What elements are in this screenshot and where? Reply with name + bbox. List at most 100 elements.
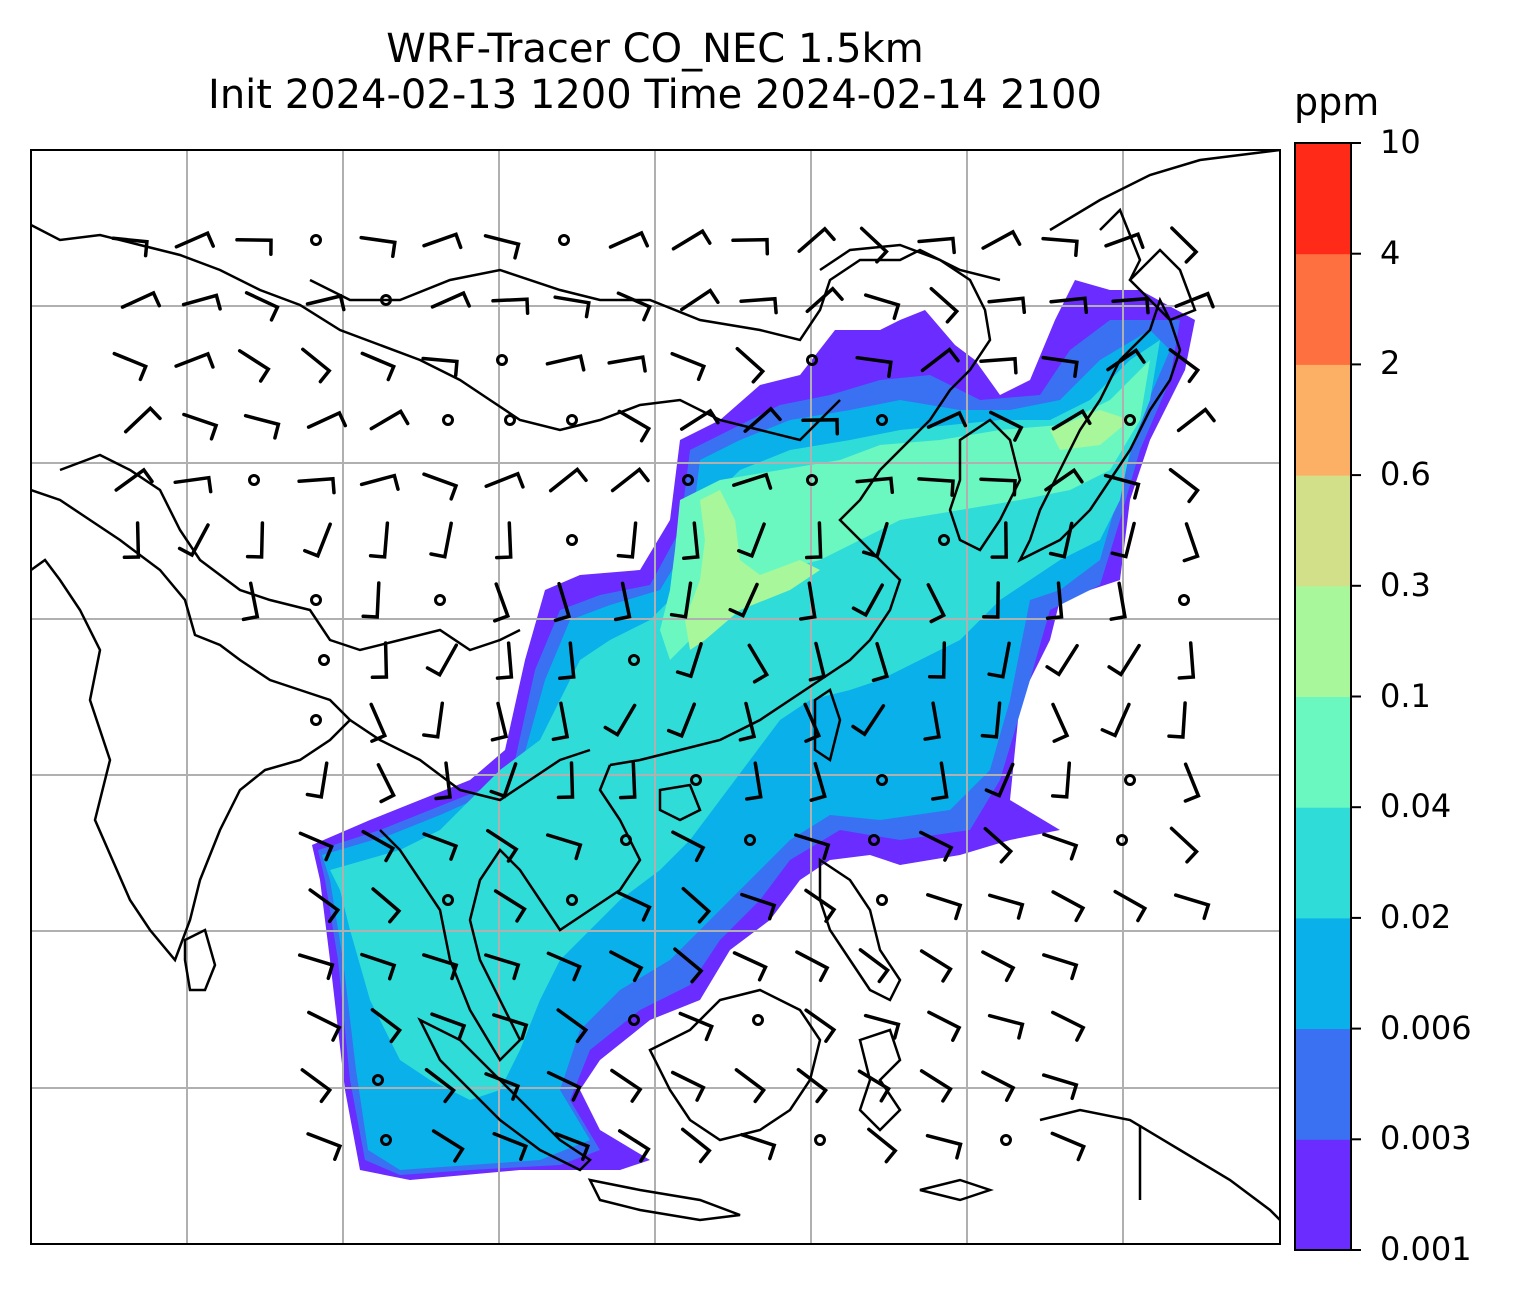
wind-barb bbox=[430, 290, 471, 309]
wind-barb bbox=[424, 1067, 456, 1104]
wind-barb bbox=[871, 641, 890, 683]
colorbar-tick-label: 2 bbox=[1380, 344, 1401, 383]
colorbar-segment bbox=[1295, 807, 1351, 919]
wind-barb bbox=[492, 1013, 529, 1041]
calm-wind-marker bbox=[806, 354, 818, 366]
wind-barb bbox=[805, 286, 844, 314]
wind-barb bbox=[1042, 832, 1079, 861]
wind-barb bbox=[545, 833, 583, 861]
calm-wind-marker bbox=[1116, 834, 1128, 846]
calm-wind-marker bbox=[310, 714, 322, 726]
wind-barb bbox=[867, 1127, 898, 1164]
wind-barb bbox=[1170, 226, 1199, 264]
calm-wind-marker bbox=[434, 594, 446, 606]
wind-barb bbox=[422, 832, 459, 861]
wind-barb bbox=[491, 297, 530, 315]
wind-barb bbox=[1183, 762, 1201, 803]
wind-barb bbox=[308, 888, 341, 924]
wind-barb bbox=[804, 1008, 837, 1043]
wind-barb bbox=[495, 641, 514, 680]
wind-barb bbox=[548, 466, 588, 493]
wind-barb bbox=[376, 763, 396, 804]
colorbar-tick-label: 0.003 bbox=[1380, 1119, 1472, 1158]
wind-barb bbox=[369, 702, 388, 743]
border-russia-china bbox=[819, 243, 992, 471]
calm-wind-marker bbox=[504, 414, 516, 426]
wind-barb bbox=[618, 761, 637, 800]
wind-barb bbox=[243, 413, 281, 440]
wind-barb bbox=[490, 701, 509, 742]
wind-barb bbox=[297, 476, 336, 495]
colorbar-segment bbox=[1295, 1139, 1351, 1251]
wind-barb bbox=[917, 236, 956, 255]
wind-barb bbox=[483, 234, 521, 260]
wind-barb bbox=[558, 641, 576, 681]
wind-barb bbox=[369, 409, 410, 431]
wind-barb bbox=[359, 473, 400, 491]
wind-barb bbox=[1048, 521, 1074, 559]
wind-barb bbox=[556, 1008, 589, 1044]
calm-wind-marker bbox=[380, 1134, 392, 1146]
wind-barb bbox=[987, 893, 1025, 920]
coast-china bbox=[609, 469, 902, 767]
wind-barb bbox=[927, 1010, 962, 1042]
calm-wind-marker bbox=[558, 234, 570, 246]
border-tibet bbox=[59, 453, 521, 652]
wind-barb bbox=[681, 886, 712, 924]
wind-barb bbox=[425, 643, 459, 678]
wind-barb bbox=[122, 521, 141, 560]
wind-barb bbox=[739, 296, 778, 315]
wind-barb bbox=[182, 412, 219, 441]
wind-barb bbox=[492, 1132, 529, 1161]
wind-barb bbox=[245, 521, 265, 559]
wind-barb bbox=[609, 950, 644, 983]
tracer-band-0.04 bbox=[660, 360, 1150, 660]
wind-barb bbox=[679, 408, 720, 431]
wind-barb bbox=[743, 406, 782, 433]
wind-barb bbox=[181, 293, 222, 311]
coast-russia-far-east bbox=[1049, 150, 1280, 232]
coast-new-guinea bbox=[1039, 1108, 1280, 1221]
wind-barb bbox=[616, 291, 652, 322]
wind-barb bbox=[925, 1133, 963, 1160]
wind-barb bbox=[858, 948, 891, 984]
wind-barb bbox=[917, 477, 955, 497]
wind-barb bbox=[422, 472, 459, 501]
wind-barb bbox=[486, 828, 519, 863]
calm-wind-marker bbox=[876, 774, 888, 786]
wind-barb bbox=[235, 238, 273, 256]
calm-wind-marker bbox=[744, 834, 756, 846]
calm-wind-marker bbox=[310, 234, 322, 246]
wind-barb bbox=[1041, 1073, 1079, 1101]
wind-barb bbox=[112, 351, 148, 382]
wind-barb bbox=[1107, 643, 1141, 677]
wind-barb bbox=[980, 701, 1002, 739]
wind-barb bbox=[920, 347, 960, 373]
calm-wind-marker bbox=[628, 1014, 640, 1026]
wind-barb bbox=[431, 1129, 465, 1163]
colorbar-segment bbox=[1295, 1028, 1351, 1140]
wind-barb bbox=[371, 887, 402, 924]
wind-barb bbox=[735, 346, 766, 384]
wind-barb bbox=[177, 523, 210, 558]
wind-barb bbox=[804, 521, 823, 560]
wind-barb bbox=[737, 522, 766, 559]
wind-barb bbox=[111, 236, 149, 258]
colorbar-tick-label: 4 bbox=[1380, 233, 1401, 272]
calm-wind-marker bbox=[876, 414, 888, 426]
wind-barb bbox=[734, 1068, 767, 1104]
wind-barb bbox=[926, 410, 968, 429]
coast-hainan bbox=[658, 783, 702, 822]
wind-barb bbox=[671, 830, 706, 863]
title-line-2: Init 2024-02-13 1200 Time 2024-02-14 210… bbox=[208, 72, 1102, 118]
calm-wind-marker bbox=[566, 414, 578, 426]
wind-barb bbox=[554, 1132, 591, 1161]
wind-barb bbox=[926, 583, 947, 624]
wind-barb bbox=[855, 355, 893, 378]
wind-barb bbox=[981, 229, 1022, 250]
wind-barb bbox=[1177, 641, 1196, 680]
coast-korea bbox=[948, 418, 1022, 552]
wind-barb bbox=[680, 288, 720, 312]
colorbar-tick-label: 10 bbox=[1380, 123, 1421, 161]
calm-wind-marker bbox=[442, 894, 454, 906]
